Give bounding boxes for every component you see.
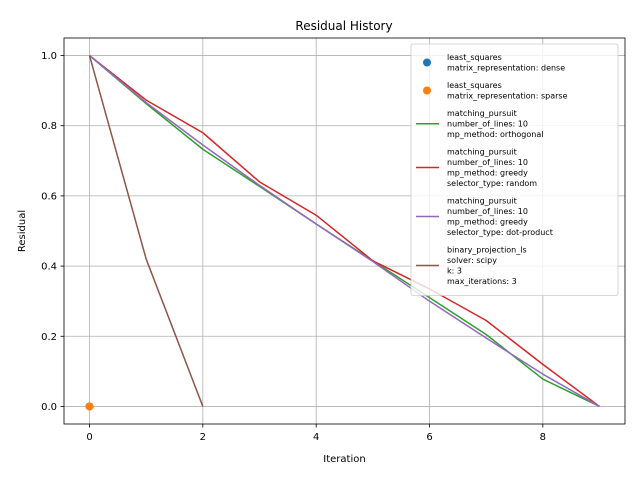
series-line <box>89 54 600 408</box>
x-tick-label: 2 <box>200 432 206 443</box>
y-tick-label: 1.0 <box>41 51 57 62</box>
y-tick-label: 0.0 <box>41 402 57 413</box>
chart-title: Residual History <box>295 19 392 33</box>
legend-entry-label: least_squares matrix_representation: spar… <box>447 81 568 101</box>
x-axis-label: Iteration <box>323 454 365 465</box>
legend-marker-swatch <box>423 58 431 67</box>
tick-layer: 0 2 4 6 8 0.0 0.2 0.4 0.6 0.8 1.0 <box>41 51 546 443</box>
y-tick-label: 0.4 <box>41 262 57 273</box>
y-tick-label: 0.8 <box>41 121 57 132</box>
series-point <box>85 402 94 411</box>
x-tick-label: 0 <box>86 432 92 443</box>
y-axis-label: Residual <box>17 210 28 252</box>
legend-entry-label: matching_pursuit number_of_lines: 10 mp_me… <box>447 197 553 238</box>
x-tick-label: 6 <box>426 432 432 443</box>
legend-entry-label: least_squares matrix_representation: dens… <box>447 53 565 73</box>
axes-frame <box>63 37 626 425</box>
legend-entry-label: matching_pursuit number_of_lines: 10 mp_me… <box>447 148 537 189</box>
series-layer <box>85 54 600 411</box>
x-tick-label: 4 <box>313 432 319 443</box>
legend-entry-label: matching_pursuit number_of_lines: 10 mp_me… <box>447 109 543 139</box>
series-line <box>89 54 600 408</box>
legend-box <box>410 43 619 296</box>
legend: least_squares matrix_representation: dens… <box>410 43 619 296</box>
legend-entry-label: binary_projection_ls solver: scipy k: 3 max… <box>447 246 527 287</box>
x-tick-label: 8 <box>540 432 546 443</box>
y-tick-label: 0.6 <box>41 191 57 202</box>
legend-marker-swatch <box>423 86 431 95</box>
series-line <box>88 55 204 407</box>
y-tick-label: 0.2 <box>41 332 57 343</box>
